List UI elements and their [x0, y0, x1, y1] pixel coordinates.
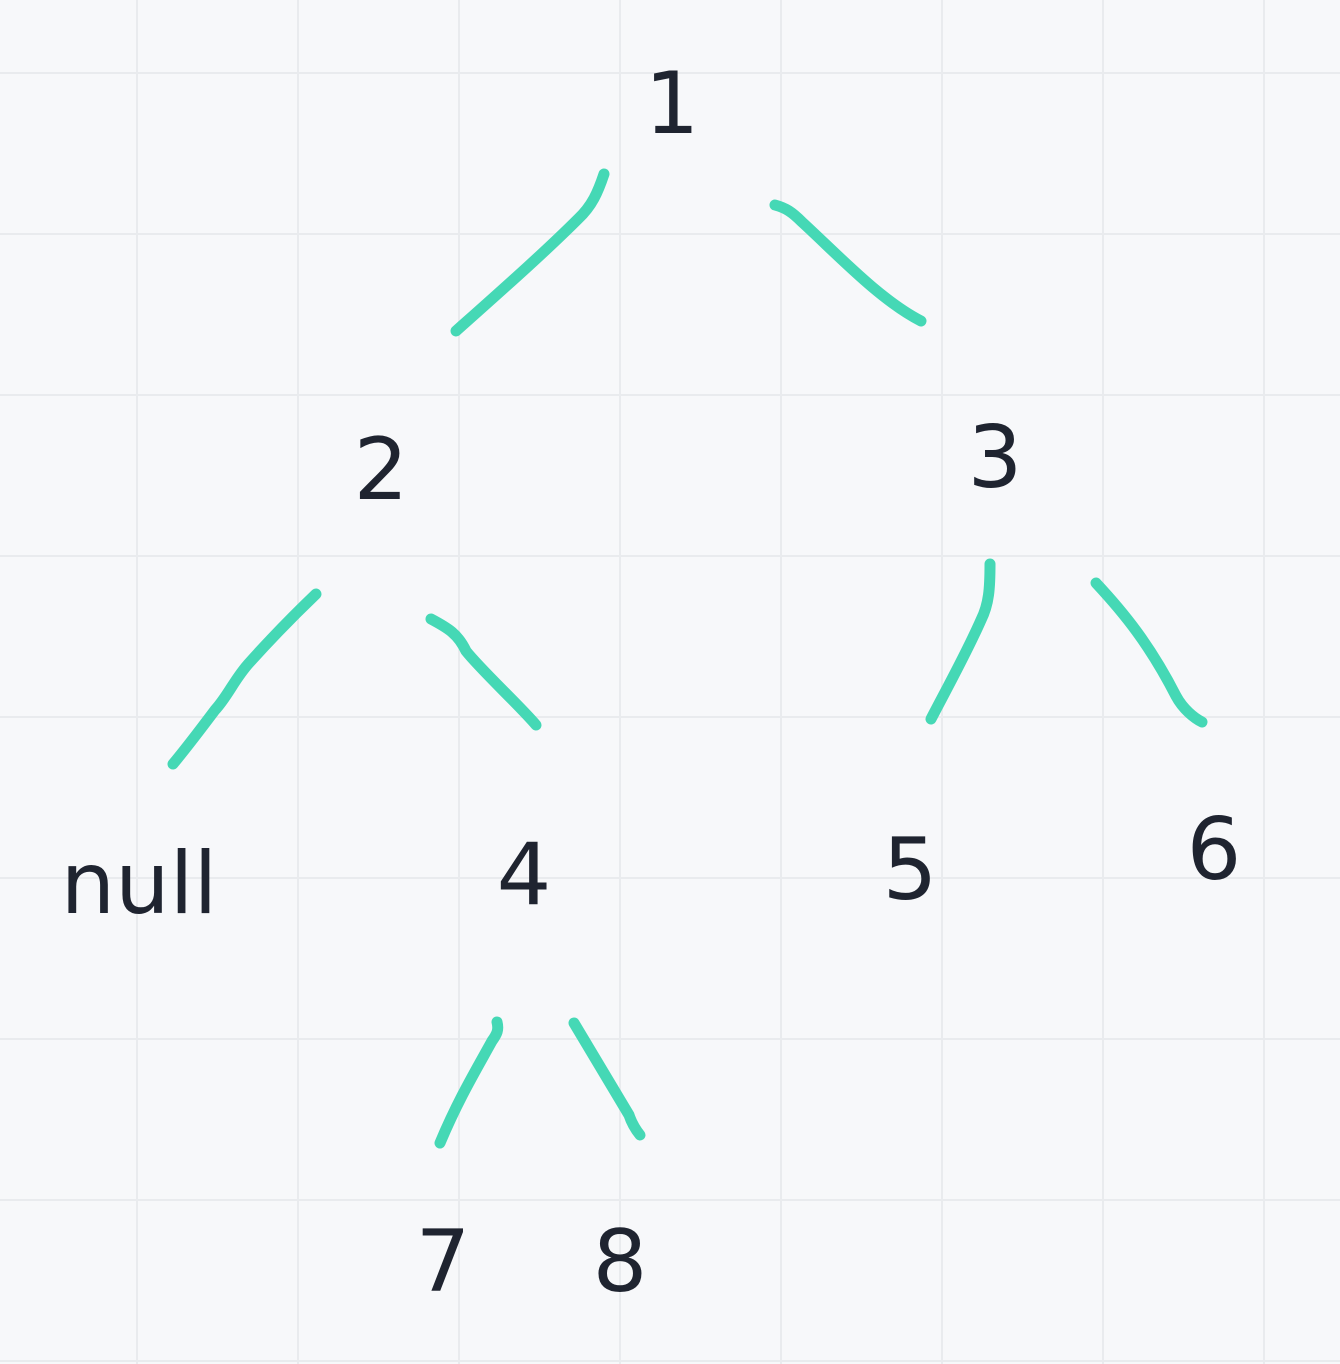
edge-4-8: [568, 1017, 646, 1141]
tree-node-5: 5: [882, 820, 938, 920]
tree-node-null: null: [60, 834, 218, 934]
tree-node-3: 3: [967, 408, 1023, 508]
tree-node-6: 6: [1186, 800, 1242, 900]
tree-node-1: 1: [644, 54, 700, 154]
tree-node-8: 8: [592, 1212, 648, 1312]
edge-4-7: [434, 1016, 504, 1149]
tree-node-2: 2: [353, 420, 409, 520]
tree-node-4: 4: [496, 825, 552, 925]
edge-1-2: [450, 168, 610, 337]
edge-1-3: [769, 199, 927, 327]
edge-2-4: [425, 613, 542, 731]
edge-3-5: [925, 558, 996, 725]
tree-node-7: 7: [415, 1212, 471, 1312]
edge-2-null: [167, 588, 322, 770]
edge-3-6: [1090, 577, 1208, 728]
